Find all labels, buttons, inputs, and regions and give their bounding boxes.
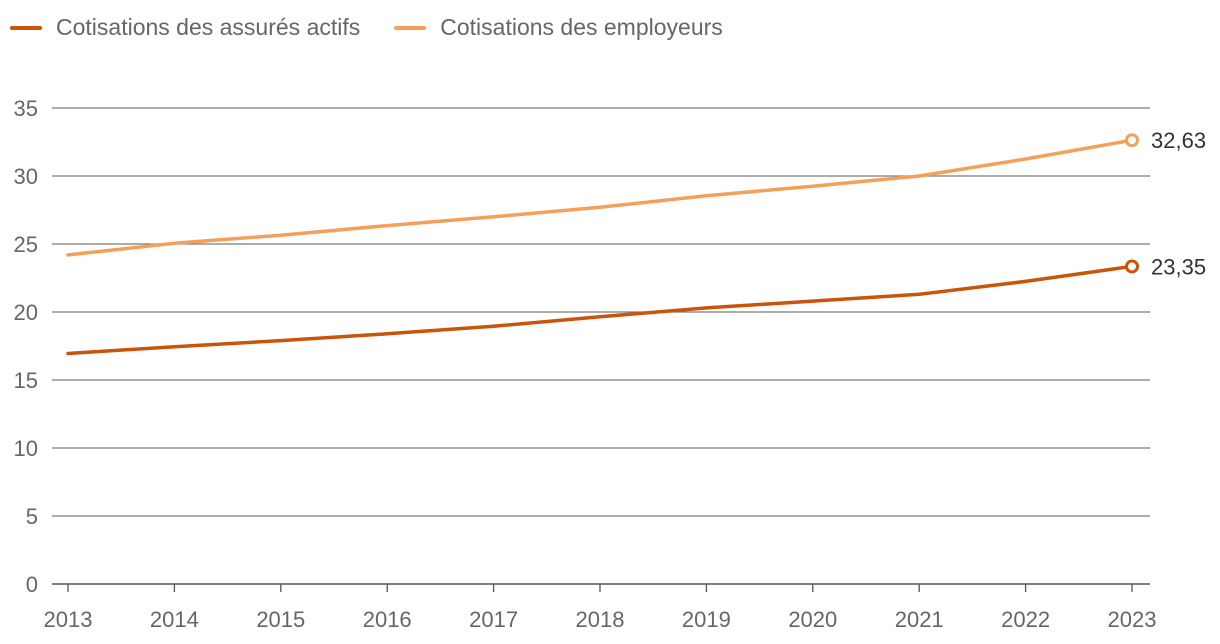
x-tick-label-2016: 2016 xyxy=(363,607,412,632)
x-tick-label-2014: 2014 xyxy=(150,607,199,632)
x-tick-label-2023: 2023 xyxy=(1108,607,1157,632)
y-tick-label-30: 30 xyxy=(14,164,38,189)
y-tick-label-0: 0 xyxy=(26,572,38,597)
series-line-assures-actifs xyxy=(66,264,1134,356)
x-tick-label-2022: 2022 xyxy=(1001,607,1050,632)
y-tick-label-15: 15 xyxy=(14,368,38,393)
x-tick-label-2018: 2018 xyxy=(576,607,625,632)
x-tick-label-2021: 2021 xyxy=(895,607,944,632)
legend-item-assures-actifs[interactable]: Cotisations des assurés actifs xyxy=(10,14,360,41)
end-marker-assures-actifs xyxy=(1125,259,1139,274)
y-tick-label-25: 25 xyxy=(14,232,38,257)
end-marker-employeurs xyxy=(1125,133,1139,148)
y-tick-label-10: 10 xyxy=(14,436,38,461)
x-tick-label-2019: 2019 xyxy=(682,607,731,632)
x-tick-label-2017: 2017 xyxy=(469,607,518,632)
x-tick-label-2015: 2015 xyxy=(256,607,305,632)
legend-swatch-employeurs xyxy=(394,25,427,30)
legend-label-employeurs: Cotisations des employeurs xyxy=(440,14,723,40)
legend: Cotisations des assurés actifs Cotisatio… xyxy=(10,14,723,41)
y-tick-label-5: 5 xyxy=(26,504,38,529)
legend-label-assures-actifs: Cotisations des assurés actifs xyxy=(56,14,361,40)
series-line-employeurs xyxy=(66,138,1134,257)
y-tick-label-35: 35 xyxy=(14,96,38,121)
x-tick-label-2020: 2020 xyxy=(788,607,837,632)
x-tick-label-2013: 2013 xyxy=(44,607,93,632)
legend-item-employeurs[interactable]: Cotisations des employeurs xyxy=(394,14,723,41)
y-tick-label-20: 20 xyxy=(14,300,38,325)
end-value-label-employeurs: 32,63 xyxy=(1151,128,1206,153)
legend-swatch-assures-actifs xyxy=(10,25,42,30)
end-value-label-assures-actifs: 23,35 xyxy=(1151,254,1206,279)
